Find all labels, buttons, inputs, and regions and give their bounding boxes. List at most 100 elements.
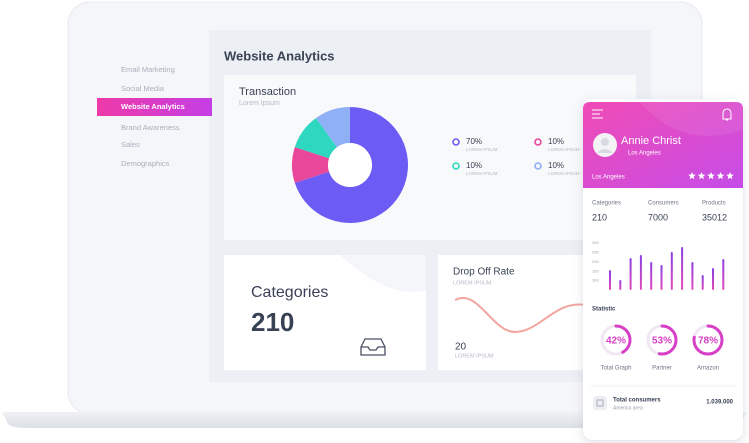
bell-icon[interactable] (722, 108, 732, 121)
bar (639, 255, 642, 290)
star (707, 172, 715, 180)
legend-value: 10% (548, 137, 564, 146)
profile-name: Annie Christ (621, 135, 681, 147)
legend-caption: LOREM IPSUM (548, 171, 580, 176)
donut-chart (291, 107, 408, 223)
avatar-body (597, 149, 613, 153)
stat-label: Products (702, 201, 726, 207)
bar (660, 264, 663, 290)
bar (722, 258, 725, 290)
y-tick-label: 100 (592, 278, 599, 283)
total-value: 1.039.000 (706, 400, 733, 406)
legend-dot (452, 162, 460, 170)
sidebar-item[interactable]: Demographics (121, 159, 170, 168)
card-title: Categories (251, 284, 328, 301)
bar (670, 252, 673, 290)
donut-segment (294, 107, 408, 223)
legend-dot (534, 138, 542, 146)
phone: Annie Christ Los Angeles Los Angeles Cat… (583, 99, 743, 440)
bar (691, 261, 694, 290)
y-tick-label: 300 (592, 240, 599, 245)
rating (688, 172, 734, 180)
sidebar-item[interactable]: Website Analytics (121, 102, 185, 111)
star (697, 172, 706, 180)
consumer-icon (593, 396, 607, 410)
bar (650, 261, 653, 290)
sidebar-item[interactable]: Brand Awareness (121, 123, 180, 132)
gauge-caption: Amazon (697, 366, 719, 372)
sidebar: Email Marketing Social Media Website Analy… (97, 65, 212, 168)
stat-value: 210 (592, 212, 607, 222)
legend-value: 10% (466, 161, 482, 170)
sidebar-item[interactable]: Sales (121, 140, 140, 149)
card-value: 20 (455, 342, 467, 353)
gauge-caption: Total Graph (600, 366, 631, 372)
stat-value: 35012 (702, 212, 727, 222)
legend-caption: LOREM IPSUM (466, 147, 498, 152)
header-decoration (640, 102, 743, 136)
avatar-head (601, 138, 609, 146)
legend-caption: LOREM IPSUM (466, 171, 498, 176)
gauges: 42% Total Graph 53% Partner 78% Amazon (600, 324, 724, 372)
sidebar-item[interactable]: Social Media (121, 84, 165, 93)
section-title: Statistic (592, 307, 616, 313)
gauge-label: 78% (698, 336, 718, 347)
y-tick-label: 250 (592, 249, 599, 254)
card-decoration (340, 255, 426, 292)
card-value: 210 (251, 307, 294, 337)
bar (701, 274, 704, 290)
legend-value: 70% (466, 137, 482, 146)
gauge-label: 42% (606, 336, 626, 347)
transaction-card (224, 75, 636, 240)
donut-segment (315, 107, 350, 148)
card-title: Drop Off Rate (453, 267, 515, 278)
card-subtitle: LOREM IPSUM (453, 280, 492, 286)
bar (681, 246, 684, 290)
star (716, 172, 725, 180)
stat-value: 7000 (648, 212, 668, 222)
stats: Categories 210 Consumers 7000 Products 35012 (592, 201, 727, 223)
laptop-base (2, 412, 747, 428)
gauge-arc (646, 324, 678, 356)
y-tick-label: 200 (592, 259, 599, 264)
profile-location: Los Angeles (628, 151, 661, 157)
legend-value: 10% (548, 161, 564, 170)
bar-chart: 100 150 200 250 300 (592, 240, 725, 290)
gauge-caption: Partner (652, 366, 672, 372)
bar (609, 270, 611, 290)
gauge-arc (692, 324, 724, 356)
donut-segment (291, 147, 330, 183)
star (726, 172, 734, 180)
wave-line (454, 296, 586, 334)
donut-hole (328, 143, 372, 187)
stat-label: Consumers (648, 201, 679, 207)
consumer-icon-glyph (596, 399, 604, 407)
gauge-arc (600, 324, 632, 356)
gauge-label: 53% (652, 336, 672, 347)
menu-icon[interactable] (592, 109, 603, 119)
inbox-icon (360, 338, 386, 356)
donut-segment (294, 118, 338, 159)
card-subtitle: Lorem Ipsum (239, 100, 280, 107)
legend-dot (534, 162, 542, 170)
total-subtitle: America area (613, 405, 643, 411)
profile-region: Los Angeles (592, 175, 625, 181)
legend-dot (452, 138, 460, 146)
sidebar-item[interactable]: Email Marketing (121, 65, 175, 74)
phone-header (583, 102, 743, 188)
total-title: Total consumers (613, 398, 661, 404)
y-tick-label: 150 (592, 268, 599, 273)
legend-caption: LOREM IPSUM (548, 147, 580, 152)
active-highlight (97, 98, 212, 116)
stat-label: Categories (592, 201, 621, 207)
card-caption: LOREM IPSUM (455, 353, 494, 359)
page-title: Website Analytics (224, 48, 335, 63)
card-title: Transaction (239, 86, 296, 98)
star (688, 172, 696, 180)
bar (619, 280, 622, 290)
bar (629, 258, 632, 290)
bar (712, 268, 714, 290)
